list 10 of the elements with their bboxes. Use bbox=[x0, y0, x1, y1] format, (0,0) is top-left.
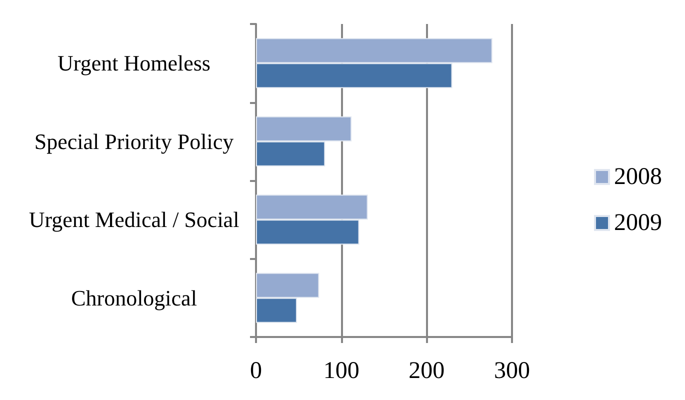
x-tick-label: 100 bbox=[323, 358, 360, 384]
legend-label: 2009 bbox=[614, 210, 662, 236]
x-tick-label: 300 bbox=[494, 358, 530, 384]
y-tick-label: Urgent Medical / Social bbox=[28, 207, 240, 232]
y-tick-label: Urgent Homeless bbox=[58, 50, 210, 76]
x-tick-label: 200 bbox=[408, 358, 445, 384]
y-tick-label: Special Priority Policy bbox=[34, 128, 234, 154]
x-tick-label: 0 bbox=[250, 358, 262, 384]
legend-label: 2008 bbox=[614, 164, 662, 190]
y-tick-label: Chronological bbox=[71, 285, 197, 310]
